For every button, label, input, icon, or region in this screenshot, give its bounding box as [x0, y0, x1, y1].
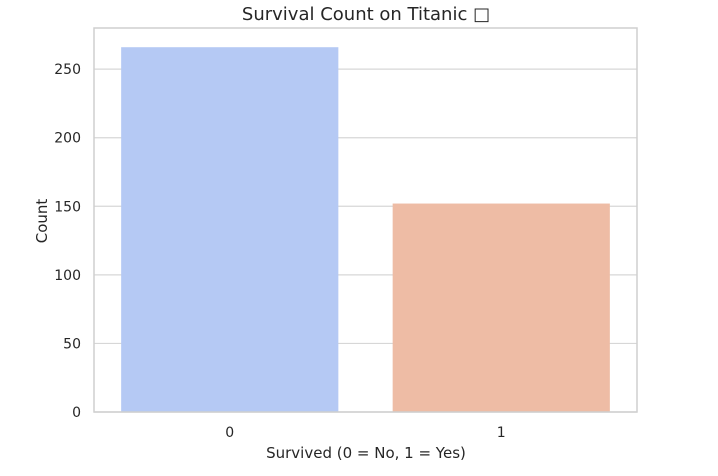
- bar-1: [392, 203, 610, 412]
- y-tick-label: 0: [72, 405, 81, 421]
- x-tick-label: 0: [225, 425, 234, 441]
- bar-series: [121, 47, 610, 412]
- bar-0: [121, 47, 339, 412]
- y-tick-label: 250: [54, 62, 81, 78]
- x-tick-label: 1: [497, 425, 506, 441]
- x-axis-label: Survived (0 = No, 1 = Yes): [266, 444, 466, 462]
- y-axis-label: Count: [33, 199, 51, 244]
- plot-frame: [93, 27, 638, 413]
- y-tick-labels: 0 50 100 150 200 250: [54, 62, 81, 421]
- y-tick-label: 200: [54, 131, 81, 147]
- chart-title: Survival Count on Titanic □: [242, 4, 490, 25]
- y-tick-label: 150: [54, 199, 81, 215]
- y-tick-label: 100: [54, 268, 81, 284]
- y-tick-label: 50: [63, 336, 81, 352]
